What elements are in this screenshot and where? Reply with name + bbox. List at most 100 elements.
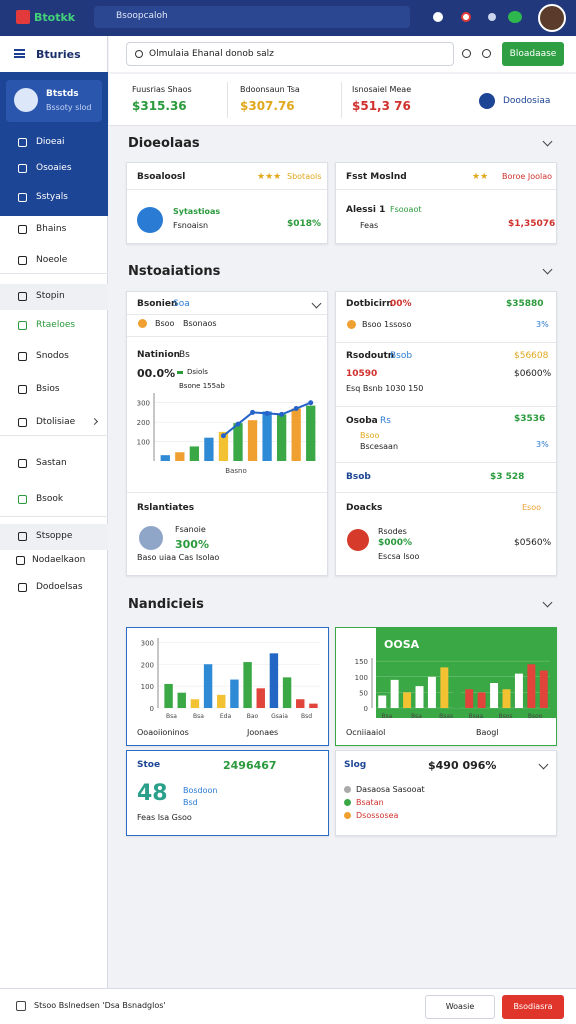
nav-item[interactable]: Dioeai [0, 130, 108, 156]
primary-button[interactable]: Bloadaase [502, 42, 564, 66]
card-icon [137, 207, 163, 233]
bar [262, 411, 272, 461]
chevron[interactable] [542, 264, 553, 275]
stats-link[interactable]: Doodosiaa [503, 96, 551, 106]
nav-item[interactable]: Bsook [0, 487, 108, 517]
nav-label: Osoaies [36, 163, 72, 173]
nav-item[interactable]: Osoaies [0, 156, 108, 182]
divider [336, 189, 556, 190]
chevron [538, 759, 549, 770]
icon[interactable] [482, 49, 491, 58]
card-sub: Esq Bsnb 1030 150 [346, 384, 424, 393]
bar [490, 683, 499, 708]
card-name: Alessi 1 [346, 205, 386, 215]
x-tick-label: Bsd [301, 713, 312, 720]
card-icon [139, 526, 163, 550]
card: Dotbicirn 00% $35880 Bsoo 1ssoso 3% Rsod… [335, 291, 557, 576]
nav-item[interactable]: Dodoelsas [0, 575, 108, 601]
nav-item[interactable]: Bsios [0, 377, 108, 403]
nav-item[interactable]: Sstyals [0, 185, 108, 211]
divider [336, 406, 556, 407]
bar-chart: 0 100 200 300 Bsa Bsa Eda Bao Gsaia Bsd [141, 638, 320, 720]
section-title: Nstoaiations [128, 264, 221, 279]
divider [336, 342, 556, 343]
chevron[interactable] [542, 597, 553, 608]
bar [276, 414, 287, 461]
bar [527, 664, 536, 708]
icon[interactable] [461, 12, 471, 22]
icon[interactable] [508, 11, 522, 23]
nav-item[interactable]: Stopin [0, 284, 108, 310]
nav-label: Sastan [36, 458, 67, 468]
card-sub: Bscesaan [360, 442, 399, 451]
card-value: $35880 [506, 299, 544, 309]
chart-title: Natinion [137, 350, 181, 360]
divider [127, 336, 327, 337]
section-title: Nandicieis [128, 597, 204, 612]
divider [336, 462, 556, 463]
search-box[interactable]: Bsoopcaloh [94, 6, 410, 28]
bar [306, 405, 316, 461]
nav-item[interactable]: Noeole [0, 248, 108, 274]
card-name: Fsooaot [390, 205, 422, 214]
nav-item[interactable]: Stsoppe [0, 524, 108, 550]
card-title: Bsob [346, 472, 371, 482]
danger-button[interactable]: Bsodiasra [502, 995, 564, 1019]
card-line: Bosdoon [183, 786, 218, 795]
card-sub: Escsa lsoo [378, 552, 420, 561]
chevron[interactable] [542, 136, 553, 147]
nav-icon [18, 193, 27, 202]
bullet [344, 799, 351, 806]
card-badge: 00% [390, 299, 412, 309]
x-tick-label: Bsas [439, 713, 453, 720]
nav-item[interactable]: Dtolisiae [0, 410, 108, 436]
x-tick-label: Bsoo [528, 713, 543, 720]
profile-card: Btstds Bssoty slod [6, 80, 102, 122]
bar [477, 692, 486, 708]
card-sub: Fsanoie [175, 525, 206, 534]
nav-item[interactable]: Snodos [0, 344, 108, 370]
logo [16, 10, 30, 24]
nav-icon [18, 164, 27, 173]
bar [309, 703, 318, 708]
nav-label: Bsios [36, 384, 60, 394]
row-label: Bsoo [155, 319, 175, 328]
secondary-button[interactable]: Woasie [425, 995, 495, 1019]
avatar[interactable] [538, 4, 566, 32]
icon[interactable] [433, 12, 443, 22]
bar [514, 673, 523, 708]
link-icon [479, 93, 495, 109]
y-tick-label: 200 [141, 661, 154, 669]
card-big: 10590 [346, 369, 378, 379]
bar [465, 689, 474, 708]
y-tick-label: 0 [150, 705, 154, 713]
icon[interactable] [462, 49, 471, 58]
nav-item[interactable]: Nodaelkaon [0, 548, 108, 574]
card-big: $000% [378, 538, 413, 548]
status-dot [138, 319, 147, 328]
nav-icon [18, 459, 27, 468]
card-value: $1,35076 [508, 219, 556, 229]
y-tick-label: 200 [137, 419, 150, 427]
card-sub: Bsoo 1ssoso [362, 320, 412, 329]
nav-item[interactable]: Bhains [0, 217, 108, 243]
divider [127, 189, 327, 190]
nav-item[interactable]: Rtaeloes [0, 313, 108, 339]
search-box[interactable]: Olmulaia Ehanal donob salz [126, 42, 454, 66]
stats-row: Fuusrias Shaos $315.36 Bdoonsaun Tsa $30… [109, 74, 576, 126]
card-sub: Feas [360, 221, 379, 230]
y-tick-label: 100 [137, 439, 150, 447]
nav-item[interactable]: Sastan [0, 451, 108, 477]
card: Fsst Moslnd ★★ Boroe Joolao Alessi 1 Fso… [335, 162, 557, 244]
bar [390, 679, 399, 708]
nav-label: Dtolisiae [36, 417, 76, 427]
menu-icon[interactable] [14, 49, 25, 58]
icon[interactable] [488, 13, 496, 21]
bar-line-chart: 100 200 300 Basno [137, 393, 318, 475]
stars: ★★★ [257, 172, 282, 182]
list-item: Bsatan [356, 798, 384, 807]
divider [127, 314, 327, 315]
stat-value: $307.76 [240, 99, 295, 113]
profile-avatar [14, 88, 38, 112]
bar [296, 699, 305, 708]
